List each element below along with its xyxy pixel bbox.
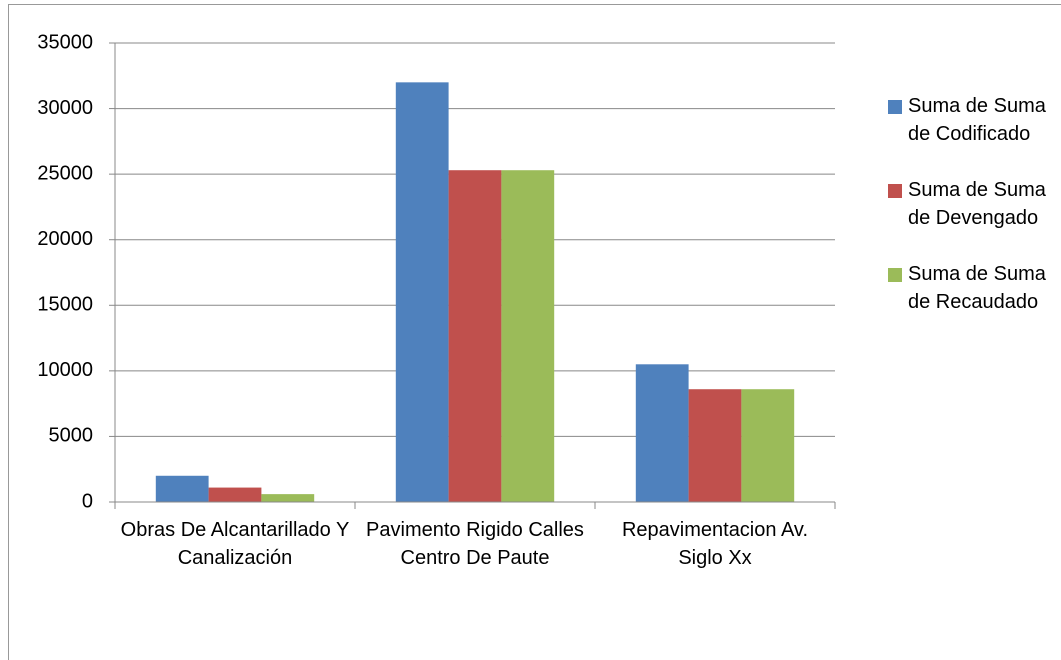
legend-swatch: [888, 268, 902, 282]
legend-label: Suma de Suma de Devengado: [908, 179, 1046, 229]
x-tick-label: Repavimentacion Av. Siglo Xx: [621, 519, 809, 569]
y-tick-label: 5000: [49, 425, 94, 447]
x-tick-label: Pavimento Rigido Calles Centro De Paute: [366, 519, 584, 569]
bar: [395, 82, 449, 502]
bar: [635, 364, 689, 502]
bar: [688, 389, 742, 502]
bar: [261, 494, 315, 502]
y-tick-label: 20000: [37, 228, 93, 250]
y-tick-label: 25000: [37, 162, 93, 184]
legend-label: Suma de Suma de Codificado: [908, 95, 1046, 145]
legend-label: Suma de Suma de Recaudado: [908, 263, 1046, 313]
legend-swatch: [888, 184, 902, 198]
y-tick-label: 10000: [37, 359, 93, 381]
bar: [448, 170, 502, 503]
y-tick-label: 15000: [37, 294, 93, 316]
bar: [155, 475, 209, 502]
bar: [208, 487, 262, 502]
legend-swatch: [888, 100, 902, 114]
y-tick-label: 35000: [37, 31, 93, 53]
x-tick-label: Obras De Alcantarillado Y Canalización: [120, 519, 350, 569]
chart-frame: [8, 4, 1061, 660]
y-tick-label: 30000: [37, 97, 93, 119]
bar: [501, 170, 555, 503]
y-tick-label: 0: [82, 490, 93, 512]
bar: [741, 389, 795, 502]
